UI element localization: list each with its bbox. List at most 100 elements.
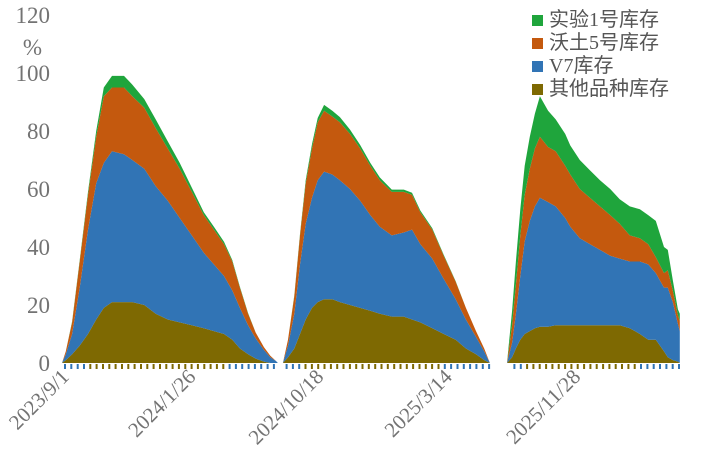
x-axis-tick-label: 2025/11/28 — [501, 365, 585, 449]
x-axis-tick — [545, 364, 548, 369]
x-axis-tick-label: 2024/1/26 — [123, 365, 200, 442]
x-axis-tick — [399, 364, 402, 369]
x-axis-tick — [215, 364, 218, 369]
x-axis-tick — [583, 364, 586, 369]
x-axis-tick — [196, 364, 199, 369]
x-axis-tick — [171, 364, 174, 369]
x-axis-tick — [462, 364, 465, 369]
x-axis-tick — [652, 364, 655, 369]
y-axis-tick-label: 80 — [27, 119, 50, 144]
x-axis-tick — [386, 364, 389, 369]
y-axis-tick-label: 0 — [39, 351, 51, 376]
x-axis-tick — [165, 364, 168, 369]
x-axis-tick — [177, 364, 180, 369]
y-axis-unit-label: % — [23, 35, 42, 60]
x-axis-tick — [431, 364, 434, 369]
x-axis-tick — [234, 364, 237, 369]
legend-swatch-blue — [532, 61, 543, 72]
x-axis-tick — [519, 364, 522, 369]
x-axis-tick — [393, 364, 396, 369]
x-axis-tick — [380, 364, 383, 369]
x-axis-tick — [608, 364, 611, 369]
x-axis-tick — [557, 364, 560, 369]
x-axis-tick — [266, 364, 269, 369]
x-axis-tick — [481, 364, 484, 369]
x-axis-tick — [83, 364, 85, 369]
x-axis-tick — [659, 364, 661, 369]
legend-swatch-green — [532, 15, 543, 26]
x-axis-tick — [570, 364, 573, 369]
legend-label: 沃土5号库存 — [549, 32, 659, 54]
x-axis-tick — [159, 364, 161, 369]
x-axis-tick — [671, 364, 674, 369]
x-axis-tick — [526, 364, 529, 369]
x-axis-tick — [450, 364, 453, 369]
legend-label: 实验1号库存 — [549, 9, 659, 31]
legend-item: 沃土5号库存 — [532, 33, 669, 54]
x-axis-tick — [146, 364, 149, 369]
x-axis-tick — [678, 364, 680, 369]
legend-item: 其他品种库存 — [532, 79, 669, 100]
y-axis-tick-label: 40 — [27, 235, 50, 260]
x-axis-tick — [140, 364, 142, 369]
x-axis-tick — [602, 364, 605, 369]
legend-swatch-olive — [532, 84, 543, 95]
x-axis-tick — [627, 364, 630, 369]
x-axis-tick — [317, 364, 320, 369]
x-axis-tick — [564, 364, 567, 369]
x-axis-tick — [621, 364, 623, 369]
x-axis-tick — [614, 364, 617, 369]
x-axis-tick — [108, 364, 111, 369]
x-axis-tick — [95, 364, 98, 369]
x-axis-tick — [64, 364, 66, 369]
area-series-1 — [62, 299, 680, 363]
x-axis-tick — [665, 364, 668, 369]
x-axis-tick — [412, 364, 415, 369]
x-axis-tick — [595, 364, 598, 369]
x-axis-tick — [513, 364, 516, 369]
legend-swatch-orange — [532, 38, 543, 49]
x-axis-tick — [190, 364, 193, 369]
y-axis-tick-label: 60 — [27, 177, 50, 202]
x-axis-tick — [304, 364, 307, 369]
x-axis-tick — [646, 364, 649, 369]
x-axis-tick — [228, 364, 231, 369]
x-axis-tick — [437, 364, 440, 369]
x-axis-tick — [361, 364, 364, 369]
x-axis-tick — [633, 364, 636, 369]
x-axis-tick — [342, 364, 345, 369]
x-axis-tick — [285, 364, 288, 369]
x-axis-tick — [253, 364, 256, 369]
y-axis-tick-label: 120 — [16, 3, 51, 28]
x-axis-tick — [355, 364, 358, 369]
x-axis-tick — [102, 364, 104, 369]
x-axis-tick — [374, 364, 377, 369]
x-axis-tick — [222, 364, 225, 369]
x-axis-tick — [127, 364, 130, 369]
x-axis-tick — [89, 364, 92, 369]
x-axis-tick — [488, 364, 491, 369]
x-axis-tick — [209, 364, 212, 369]
legend-label: 其他品种库存 — [549, 78, 669, 100]
x-axis-tick — [424, 364, 427, 369]
area-series-2 — [62, 151, 680, 363]
x-axis-tick — [640, 364, 642, 369]
x-axis-tick — [589, 364, 592, 369]
y-axis-tick-label: 100 — [16, 61, 51, 86]
x-axis-tick — [114, 364, 117, 369]
x-axis-tick — [310, 364, 313, 369]
x-axis-tick-label: 2025/3/14 — [380, 364, 458, 442]
x-axis-tick — [298, 364, 301, 369]
legend-item: 实验1号库存 — [532, 10, 669, 31]
x-axis-tick — [70, 364, 73, 369]
x-axis-tick — [475, 364, 478, 369]
x-axis-tick — [336, 364, 339, 369]
x-axis-tick — [247, 364, 250, 369]
x-axis-tick — [538, 364, 541, 369]
x-axis-tick — [152, 364, 155, 369]
x-axis-tick — [329, 364, 332, 369]
x-axis-tick — [405, 364, 408, 369]
chart-legend: 实验1号库存 沃土5号库存 V7库存 其他品种库存 — [532, 10, 669, 100]
